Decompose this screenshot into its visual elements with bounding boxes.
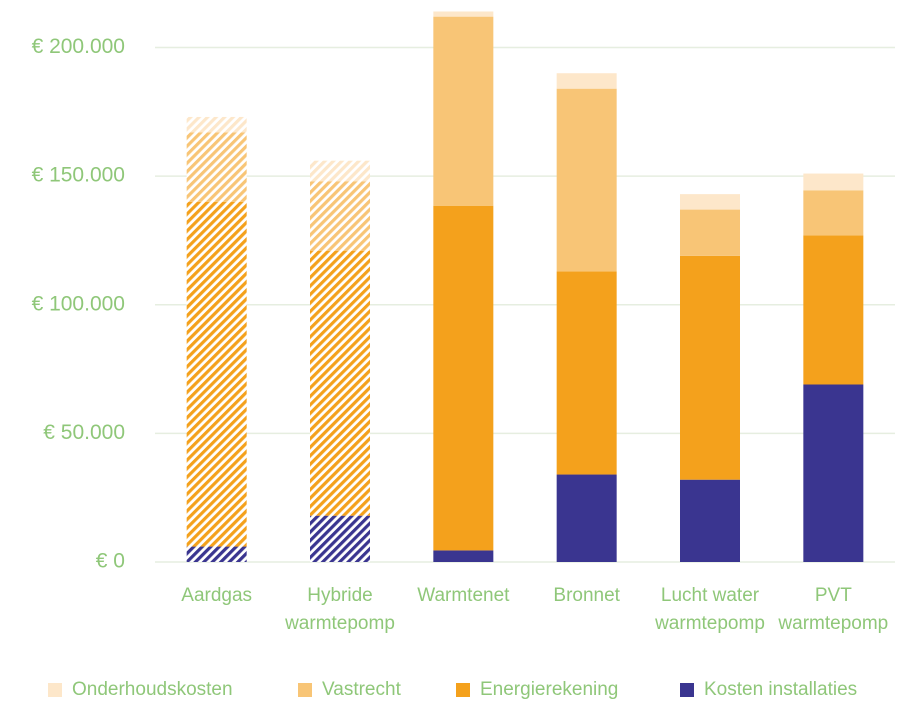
bar-segment <box>803 190 864 236</box>
legend-item: Onderhoudskosten <box>48 679 233 700</box>
bar-segment <box>310 160 370 182</box>
bar-segment <box>186 116 247 133</box>
bar-segment <box>556 88 617 272</box>
gridlines <box>155 46 895 563</box>
legend-item: Energierekening <box>456 679 618 700</box>
bar-segment <box>433 205 494 551</box>
bar-stack <box>803 173 864 562</box>
bar-stack <box>186 116 247 562</box>
bar-segment <box>433 550 494 562</box>
bar-segment <box>310 181 370 251</box>
x-tick-label: Hybride warmtepomp <box>284 585 395 634</box>
x-tick-label: Warmtenet <box>417 585 510 606</box>
bar-segment <box>433 16 494 206</box>
legend-swatch <box>48 683 62 697</box>
bar-segment <box>310 250 370 516</box>
legend-label: Kosten installaties <box>704 679 857 700</box>
y-tick-label: € 50.000 <box>43 421 125 444</box>
legend-swatch <box>680 683 694 697</box>
bar-segment <box>803 235 864 385</box>
bar-stack <box>556 73 617 562</box>
bar-segment <box>186 546 247 562</box>
legend-swatch <box>298 683 312 697</box>
x-tick-label: Bronnet <box>553 585 620 606</box>
y-tick-label: € 200.000 <box>32 35 125 58</box>
x-axis-tick-labels: Aardgas Hybride warmtepomp Warmtenet Bronnet… <box>181 585 888 634</box>
bar-segment <box>680 194 740 210</box>
bar-segment <box>310 515 370 562</box>
bar-stack <box>310 160 370 562</box>
y-tick-label: € 150.000 <box>32 164 125 187</box>
bar-segment <box>433 11 494 17</box>
x-tick-label: Aardgas <box>181 585 252 606</box>
bar-segment <box>556 474 617 562</box>
bar-stack <box>433 11 494 562</box>
legend-label: Onderhoudskosten <box>72 679 233 700</box>
bar-stack <box>680 194 740 562</box>
bar-segment <box>803 173 864 191</box>
y-tick-label: € 100.000 <box>32 292 125 315</box>
legend-label: Vastrecht <box>322 679 402 700</box>
x-tick-label: Lucht water warmtepomp <box>654 585 765 634</box>
bar-segment <box>186 132 247 202</box>
y-axis-tick-labels: € 0 € 50.000 € 100.000 € 150.000 € 200.000 <box>32 35 125 573</box>
bars <box>186 11 864 562</box>
legend-swatch <box>456 683 470 697</box>
legend-item: Vastrecht <box>298 679 402 700</box>
bar-segment <box>680 255 740 480</box>
bar-segment <box>803 384 864 562</box>
legend-label: Energierekening <box>480 679 618 700</box>
x-tick-label: PVT warmtepomp <box>777 585 888 634</box>
bar-segment <box>680 209 740 256</box>
bar-segment <box>556 271 617 475</box>
legend-item: Kosten installaties <box>680 679 857 700</box>
legend: Onderhoudskosten Vastrecht Energierekening… <box>48 679 857 700</box>
bar-segment <box>556 73 617 89</box>
bar-segment <box>186 201 247 547</box>
y-tick-label: € 0 <box>96 550 125 573</box>
bar-segment <box>680 479 740 562</box>
